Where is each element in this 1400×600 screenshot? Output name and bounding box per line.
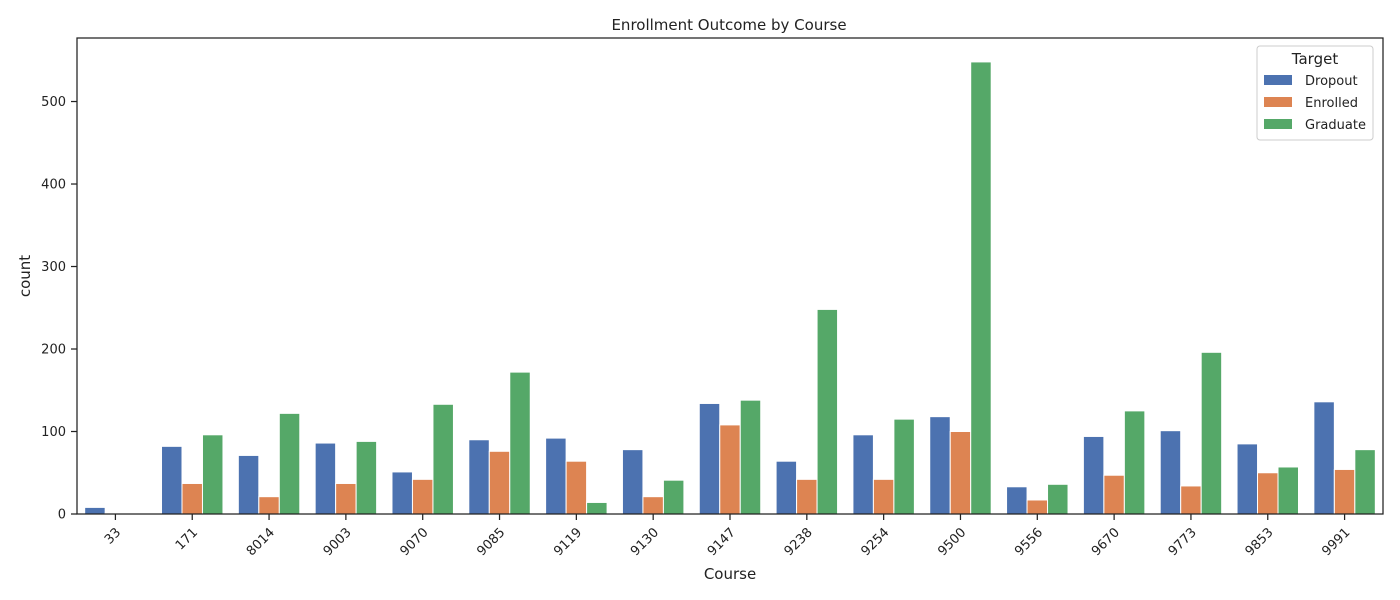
bar-dropout-9003 xyxy=(314,442,337,515)
bar-dropout-9500 xyxy=(929,416,951,515)
bar-dropout-9130 xyxy=(621,449,644,515)
legend-label-graduate: Graduate xyxy=(1305,118,1366,133)
x-tick-label: 9070 xyxy=(398,525,432,559)
bar-enrolled-9119 xyxy=(565,460,588,515)
y-axis-ticks: 0 100 200 300 400 500 xyxy=(41,95,77,523)
bar-graduate-9991 xyxy=(1354,449,1376,515)
bar-dropout-9773 xyxy=(1159,430,1182,515)
x-tick-label: 9500 xyxy=(935,525,969,559)
legend-title: Target xyxy=(1291,50,1339,68)
x-tick-label: 8014 xyxy=(244,525,278,559)
bar-graduate-9147 xyxy=(739,399,762,515)
bar-graduate-9238 xyxy=(816,308,839,515)
x-tick-label: 9130 xyxy=(628,525,662,559)
legend: Target Dropout Enrolled Graduate xyxy=(1256,45,1374,141)
y-tick-label: 0 xyxy=(58,508,66,523)
bar-dropout-9147 xyxy=(698,402,721,515)
bar-enrolled-9003 xyxy=(335,482,357,515)
x-tick-label: 33 xyxy=(102,525,124,547)
bar-dropout-33 xyxy=(84,506,106,515)
bar-graduate-9556 xyxy=(1047,483,1069,515)
x-tick-label: 171 xyxy=(173,525,201,553)
bar-enrolled-9130 xyxy=(642,496,664,515)
bar-graduate-9500 xyxy=(970,61,992,515)
bar-graduate-9130 xyxy=(662,479,685,515)
bar-dropout-9556 xyxy=(1006,486,1028,515)
bar-enrolled-171 xyxy=(181,482,203,515)
x-tick-label: 9238 xyxy=(782,525,816,559)
legend-label-dropout: Dropout xyxy=(1305,74,1358,89)
bar-enrolled-9254 xyxy=(872,478,895,515)
bar-dropout-9085 xyxy=(468,439,490,515)
x-tick-label: 9670 xyxy=(1089,525,1123,559)
bar-graduate-9773 xyxy=(1200,351,1223,515)
bar-enrolled-9991 xyxy=(1333,468,1356,515)
bar-graduate-9119 xyxy=(586,501,608,515)
bar-graduate-8014 xyxy=(278,412,301,515)
bar-dropout-9254 xyxy=(852,434,874,515)
x-tick-label: 9853 xyxy=(1243,525,1277,559)
x-tick-label: 9556 xyxy=(1012,525,1046,559)
x-tick-label: 9119 xyxy=(551,525,585,559)
bar-graduate-9070 xyxy=(432,403,454,515)
y-tick-label: 400 xyxy=(41,178,66,193)
bar-dropout-9991 xyxy=(1313,401,1335,515)
x-axis-label: Course xyxy=(704,565,756,583)
y-tick-label: 100 xyxy=(41,425,66,440)
bar-graduate-9670 xyxy=(1123,410,1146,515)
bar-dropout-171 xyxy=(161,445,183,515)
bar-dropout-9070 xyxy=(391,471,413,515)
legend-items: Dropout Enrolled Graduate xyxy=(1264,74,1366,133)
chart-title: Enrollment Outcome by Course xyxy=(611,16,846,34)
legend-swatch-graduate xyxy=(1264,119,1292,129)
x-tick-label: 9254 xyxy=(858,525,892,559)
bar-dropout-9119 xyxy=(545,437,567,515)
x-tick-label: 9085 xyxy=(474,525,508,559)
bar-graduate-171 xyxy=(201,434,224,515)
bar-graduate-9003 xyxy=(355,440,378,515)
bar-enrolled-9670 xyxy=(1103,474,1125,515)
x-tick-label: 9003 xyxy=(321,525,355,559)
bar-enrolled-9085 xyxy=(488,450,511,515)
bar-enrolled-9147 xyxy=(719,424,741,515)
y-axis-label: count xyxy=(16,255,34,297)
bar-dropout-9853 xyxy=(1236,443,1259,515)
y-tick-label: 300 xyxy=(41,260,66,275)
legend-label-enrolled: Enrolled xyxy=(1305,96,1358,111)
bars xyxy=(84,61,1376,515)
x-tick-label: 9147 xyxy=(705,525,739,559)
legend-swatch-enrolled xyxy=(1264,97,1292,107)
x-tick-label: 9773 xyxy=(1166,525,1200,559)
bar-enrolled-9853 xyxy=(1257,472,1279,515)
bar-enrolled-9238 xyxy=(796,478,818,515)
legend-swatch-dropout xyxy=(1264,75,1292,85)
bar-dropout-8014 xyxy=(237,454,260,515)
bar-graduate-9085 xyxy=(509,371,531,515)
y-tick-label: 200 xyxy=(41,343,66,358)
bar-dropout-9238 xyxy=(775,460,798,515)
bar-enrolled-9773 xyxy=(1180,485,1202,515)
bar-enrolled-9556 xyxy=(1026,499,1049,515)
x-axis-ticks: 33 171 8014 9003 9070 9085 9119 9130 9147 9238 925… xyxy=(102,514,1353,559)
bar-enrolled-9070 xyxy=(411,478,434,515)
legend-frame xyxy=(1256,45,1374,141)
bar-dropout-9670 xyxy=(1082,435,1105,515)
bar-graduate-9853 xyxy=(1277,466,1300,515)
bar-enrolled-8014 xyxy=(258,496,280,515)
x-tick-label: 9991 xyxy=(1319,525,1353,559)
bar-enrolled-9500 xyxy=(949,431,972,515)
bar-graduate-9254 xyxy=(893,418,915,515)
y-tick-label: 500 xyxy=(41,95,66,110)
